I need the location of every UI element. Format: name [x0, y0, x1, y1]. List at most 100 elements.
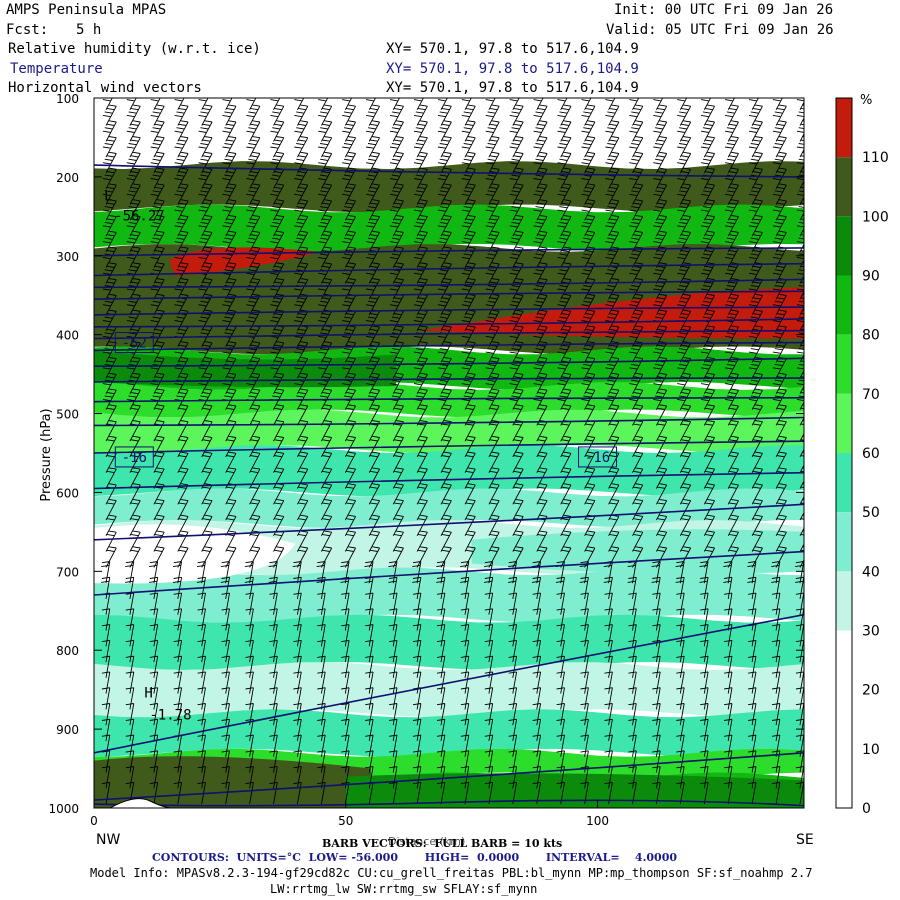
wind-barb — [747, 561, 757, 584]
wind-barb — [748, 388, 763, 410]
wind-barb — [412, 592, 422, 615]
wind-barb — [485, 372, 500, 395]
wind-barb — [676, 639, 685, 663]
wind-barb — [508, 703, 518, 726]
wind-barb — [677, 388, 692, 410]
colorbar-tick-label: 80 — [862, 328, 880, 344]
wind-barb — [557, 246, 572, 268]
wind-barb — [628, 671, 637, 694]
wind-barb — [297, 514, 309, 537]
wind-barb — [368, 404, 380, 426]
wind-barb — [294, 262, 309, 284]
rh-band — [94, 488, 804, 528]
wind-barb — [584, 530, 596, 552]
wind-barb — [197, 766, 206, 789]
wind-barb — [246, 120, 261, 142]
wind-barb — [772, 151, 787, 174]
wind-barb — [268, 576, 278, 599]
wind-barb — [533, 120, 548, 142]
wind-barb — [174, 151, 189, 174]
wind-barb — [700, 624, 709, 647]
wind-barb — [294, 98, 305, 111]
wind-barb — [149, 781, 159, 805]
wind-barb — [656, 530, 668, 552]
wind-barb — [461, 183, 476, 205]
wind-barb — [126, 98, 137, 111]
wind-barb — [533, 341, 548, 363]
wind-barb — [751, 404, 763, 426]
wind-barb — [795, 624, 804, 647]
wind-barb — [536, 483, 548, 505]
temperature-contour — [94, 397, 804, 403]
wind-barb — [679, 451, 692, 473]
wind-barb — [173, 766, 183, 789]
wind-barb — [485, 167, 500, 189]
forecast-hour: 5 h — [76, 22, 102, 38]
wind-barb — [557, 341, 572, 363]
wind-barb — [172, 561, 183, 584]
wind-barb — [581, 120, 596, 142]
wind-barb — [389, 750, 398, 773]
colorbar-segment — [836, 157, 852, 217]
wind-barb — [413, 372, 428, 395]
wind-barb — [677, 341, 692, 363]
field-wind-xy: XY= 570.1, 97.8 to 517.6,104.9 — [386, 80, 639, 96]
wind-barb — [676, 655, 685, 678]
wind-barb — [605, 372, 620, 395]
wind-barb — [701, 372, 715, 395]
wind-barb — [485, 388, 500, 410]
wind-barb — [269, 639, 278, 663]
wind-barb — [440, 435, 452, 458]
wind-barb — [297, 435, 309, 458]
wind-barb — [318, 183, 333, 205]
wind-barb — [125, 608, 135, 631]
wind-barb — [464, 420, 476, 442]
wind-barb — [484, 561, 494, 584]
wind-barb — [485, 278, 500, 300]
wind-barb — [341, 608, 350, 631]
wind-barb — [581, 98, 592, 111]
wind-barb — [246, 230, 261, 253]
wind-barb — [318, 246, 333, 268]
wind-barb — [488, 483, 500, 505]
wind-barb — [294, 278, 309, 300]
wind-barb — [225, 546, 237, 568]
wind-barb — [365, 608, 374, 631]
wind-barb — [651, 561, 661, 584]
extremum-label: -56.27 — [114, 208, 165, 224]
y-tick-label: 1000 — [48, 802, 79, 816]
wind-barb — [748, 703, 757, 726]
wind-barb — [653, 325, 668, 347]
wind-barb — [627, 576, 637, 599]
wind-barb — [177, 451, 189, 473]
wind-barb — [772, 325, 787, 347]
wind-barb — [269, 624, 278, 647]
wind-barb — [440, 451, 452, 473]
wind-barb — [365, 734, 374, 757]
wind-barb — [464, 546, 476, 568]
colorbar-tick-label: 60 — [862, 446, 880, 462]
wind-barb — [629, 120, 644, 142]
wind-barb — [700, 592, 709, 615]
wind-barb — [748, 167, 763, 189]
wind-barb — [604, 687, 613, 710]
wind-barb — [197, 734, 206, 757]
wind-barb — [460, 655, 470, 678]
wind-barb — [198, 309, 213, 331]
wind-barb — [676, 624, 685, 647]
wind-barb — [102, 104, 117, 126]
wind-barb — [581, 199, 596, 221]
wind-barb — [461, 293, 476, 316]
wind-barb — [249, 467, 261, 489]
wind-barb — [413, 214, 428, 237]
wind-barb — [198, 151, 213, 174]
y-axis: 100 200 300 400 500 600 700 800 900 1000 — [48, 92, 804, 816]
wind-barb — [509, 230, 524, 253]
wind-barb — [653, 230, 668, 253]
wind-barb — [341, 734, 350, 757]
wind-barb — [772, 230, 787, 253]
wind-barb — [653, 341, 668, 363]
wind-barb — [699, 576, 709, 599]
wind-barb — [341, 750, 350, 773]
wind-barb — [149, 592, 159, 615]
